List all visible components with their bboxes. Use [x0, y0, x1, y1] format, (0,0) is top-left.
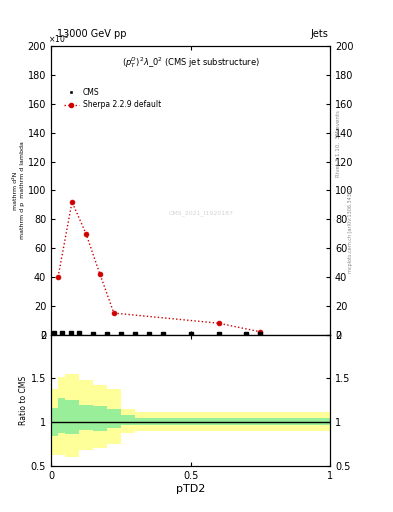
Y-axis label: mathrm d²N
mathrm d p  mathrm d lambda: mathrm d²N mathrm d p mathrm d lambda — [13, 141, 25, 239]
X-axis label: pTD2: pTD2 — [176, 483, 205, 494]
Text: Jets: Jets — [310, 29, 328, 39]
Y-axis label: Ratio to CMS: Ratio to CMS — [19, 376, 28, 425]
Legend: CMS, Sherpa 2.2.9 default: CMS, Sherpa 2.2.9 default — [61, 84, 164, 113]
Text: 13000 GeV pp: 13000 GeV pp — [57, 29, 127, 39]
Text: $\times 10^2$: $\times 10^2$ — [48, 32, 70, 45]
Text: $(p_T^D)^2\lambda\_0^2$ (CMS jet substructure): $(p_T^D)^2\lambda\_0^2$ (CMS jet substru… — [122, 55, 259, 70]
Text: Rivet 3.1.10,  3M events: Rivet 3.1.10, 3M events — [336, 110, 341, 177]
Text: mcplots.cern.ch [arXiv:1306.3436]: mcplots.cern.ch [arXiv:1306.3436] — [348, 188, 353, 273]
Text: CMS_2021_I1920187: CMS_2021_I1920187 — [168, 210, 233, 216]
